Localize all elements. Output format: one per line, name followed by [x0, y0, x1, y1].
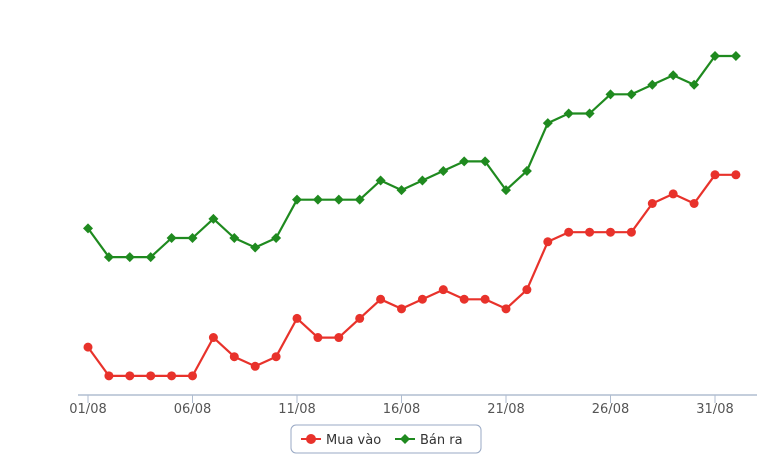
- x-tick-label: 06/08: [174, 402, 211, 417]
- data-point[interactable]: [333, 194, 344, 205]
- legend-marker: [306, 434, 316, 444]
- data-point[interactable]: [313, 333, 323, 343]
- legend-label: Bán ra: [420, 433, 463, 448]
- data-point[interactable]: [710, 51, 720, 62]
- series-line: [87, 173, 736, 377]
- data-point[interactable]: [542, 118, 553, 129]
- data-point[interactable]: [626, 227, 636, 237]
- x-tick-label: 26/08: [592, 402, 629, 417]
- data-point[interactable]: [375, 175, 386, 186]
- data-point[interactable]: [250, 361, 260, 371]
- data-point[interactable]: [647, 79, 658, 90]
- x-tick-label: 21/08: [487, 402, 524, 417]
- data-point[interactable]: [501, 304, 511, 314]
- data-point[interactable]: [125, 371, 135, 381]
- data-point[interactable]: [438, 285, 448, 295]
- data-point[interactable]: [480, 294, 490, 304]
- data-point[interactable]: [459, 294, 469, 304]
- legend-marker: [400, 434, 410, 444]
- data-point[interactable]: [438, 165, 449, 176]
- data-point[interactable]: [166, 232, 177, 243]
- data-point[interactable]: [396, 185, 407, 196]
- data-point[interactable]: [83, 342, 93, 352]
- data-point[interactable]: [292, 313, 302, 323]
- data-point[interactable]: [710, 170, 720, 180]
- data-point[interactable]: [689, 79, 700, 90]
- data-point[interactable]: [188, 371, 197, 381]
- data-point[interactable]: [229, 352, 239, 362]
- x-tick-label: 11/08: [278, 402, 315, 417]
- data-point[interactable]: [208, 213, 219, 224]
- data-point[interactable]: [459, 156, 470, 167]
- data-point[interactable]: [521, 165, 532, 176]
- series-line: [87, 54, 736, 259]
- data-point[interactable]: [355, 313, 365, 323]
- data-point[interactable]: [522, 285, 532, 295]
- legend-label: Mua vào: [326, 433, 381, 448]
- data-point[interactable]: [145, 252, 156, 263]
- data-point[interactable]: [689, 199, 699, 208]
- data-point[interactable]: [543, 237, 553, 247]
- data-point[interactable]: [208, 333, 218, 343]
- data-point[interactable]: [585, 227, 595, 237]
- x-tick-label: 31/08: [696, 402, 733, 417]
- data-point[interactable]: [334, 333, 344, 343]
- data-point[interactable]: [292, 194, 302, 205]
- x-tick-label: 16/08: [383, 402, 420, 417]
- data-point[interactable]: [417, 294, 427, 304]
- data-point[interactable]: [104, 371, 114, 381]
- x-axis-ticks: 01/08 06/08 11/08 16/08 21/08 26/08 31/08: [69, 395, 734, 417]
- data-point[interactable]: [271, 232, 282, 243]
- series-mua-vao: [83, 170, 741, 381]
- data-point[interactable]: [167, 371, 177, 381]
- data-point[interactable]: [229, 232, 240, 243]
- data-point[interactable]: [501, 185, 511, 196]
- data-point[interactable]: [668, 70, 679, 81]
- data-point[interactable]: [271, 352, 281, 362]
- data-point[interactable]: [83, 223, 93, 234]
- data-point[interactable]: [397, 304, 406, 314]
- data-point[interactable]: [584, 108, 595, 119]
- data-point[interactable]: [376, 294, 386, 304]
- data-point[interactable]: [417, 175, 428, 186]
- legend-box: [290, 424, 482, 454]
- data-point[interactable]: [563, 108, 574, 119]
- data-point[interactable]: [731, 170, 741, 180]
- series-layer: [83, 51, 741, 381]
- data-point[interactable]: [312, 194, 323, 205]
- data-point[interactable]: [187, 232, 198, 243]
- x-tick-label: 01/08: [69, 402, 106, 417]
- data-point[interactable]: [606, 227, 615, 237]
- series-ban-ra: [83, 51, 741, 263]
- legend[interactable]: Mua vào Bán ra: [290, 424, 482, 454]
- data-point[interactable]: [564, 227, 574, 237]
- data-point[interactable]: [668, 189, 678, 199]
- data-point[interactable]: [124, 252, 135, 263]
- data-point[interactable]: [146, 371, 156, 381]
- data-point[interactable]: [480, 156, 491, 167]
- legend-item-mua-vao[interactable]: Mua vào: [301, 433, 381, 448]
- data-point[interactable]: [626, 89, 637, 100]
- data-point[interactable]: [730, 51, 741, 62]
- data-point[interactable]: [250, 242, 261, 253]
- data-point[interactable]: [647, 199, 657, 208]
- data-point[interactable]: [354, 194, 365, 205]
- data-point[interactable]: [605, 89, 616, 100]
- legend-item-ban-ra[interactable]: Bán ra: [395, 433, 463, 448]
- data-point[interactable]: [103, 252, 114, 263]
